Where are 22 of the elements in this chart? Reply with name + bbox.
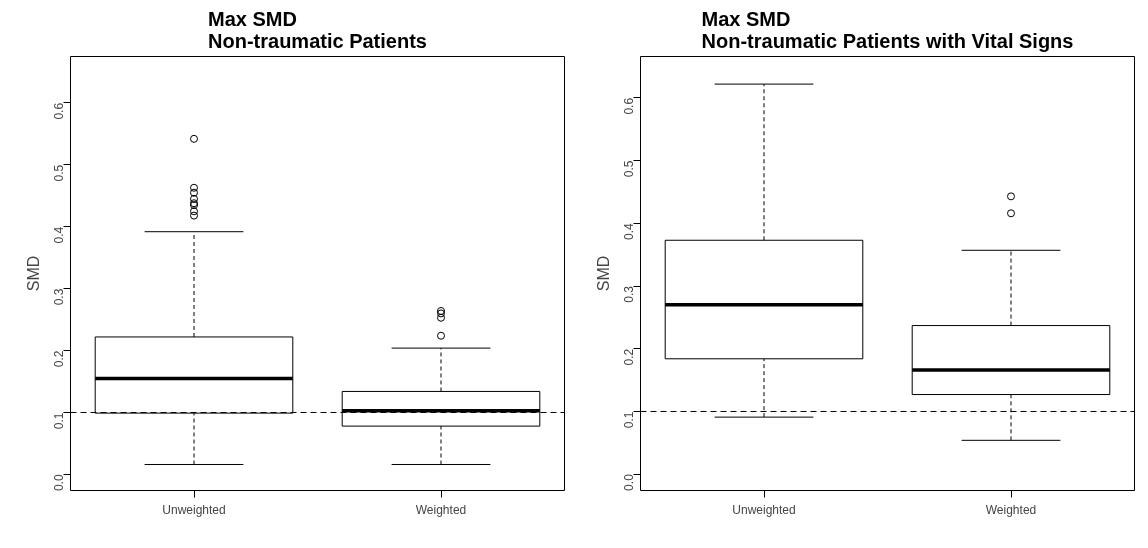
y-tick-label: 0.1 (622, 411, 636, 429)
y-tick-label: 0.4 (52, 226, 66, 244)
y-tick-label: 0.6 (52, 102, 66, 120)
x-tick-label: Unweighted (732, 502, 796, 517)
y-tick-label: 0.1 (52, 412, 66, 430)
y-tick-label: 0.3 (622, 285, 636, 303)
chart-title: Max SMD Non-traumatic Patients (208, 7, 427, 52)
y-tick-label: 0.5 (622, 160, 636, 178)
y-tick-label: 0.3 (52, 288, 66, 306)
y-tick-label: 0.2 (52, 350, 66, 368)
y-tick-label: 0.4 (622, 223, 636, 241)
y-axis-title: SMD (594, 255, 612, 292)
y-tick-label: 0.2 (622, 348, 636, 366)
y-tick-label: 0.0 (52, 474, 66, 492)
chart-title: Max SMD Non-traumatic Patients with Vital Signs (701, 7, 1074, 52)
x-tick-label: Weighted (985, 502, 1037, 517)
y-tick-label: 0.0 (622, 473, 636, 491)
x-tick-label: Unweighted (162, 502, 226, 517)
y-axis-title: SMD (24, 255, 42, 292)
x-tick-label: Weighted (415, 502, 467, 517)
y-tick-label: 0.5 (52, 164, 66, 182)
y-tick-label: 0.6 (622, 97, 636, 115)
